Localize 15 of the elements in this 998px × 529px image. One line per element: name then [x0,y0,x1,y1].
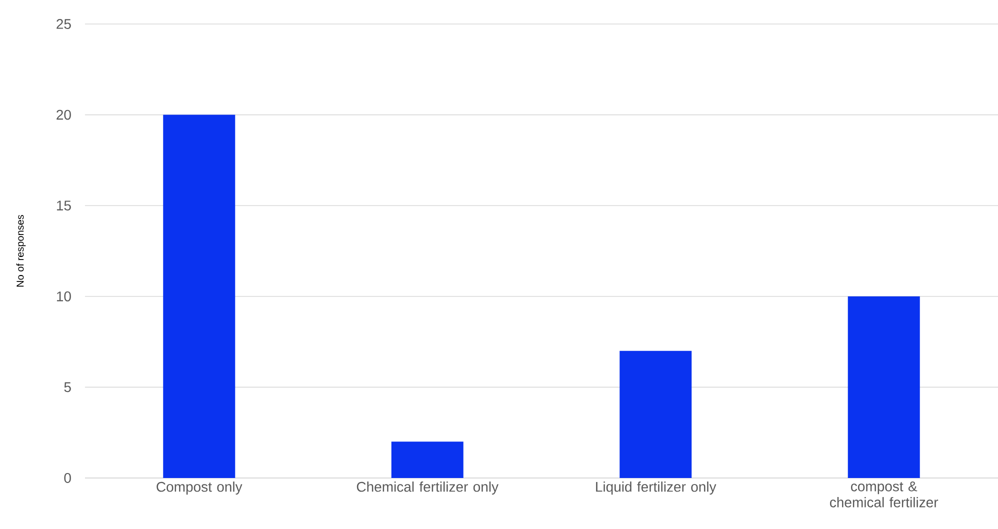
x-tick-label: compost & chemical fertilizer [830,482,938,508]
x-tick-label: Liquid fertilizer only [596,482,716,495]
y-tick-label: 20 [56,110,71,120]
y-tick-label: 0 [64,473,71,483]
bar [391,442,464,478]
y-tick-label: 10 [56,291,71,302]
bar [620,350,692,478]
y-tick-label: 15 [56,200,71,210]
x-tick-label: Compost only [156,482,242,495]
bar [163,114,236,478]
y-axis-title: No of responses [16,214,26,287]
y-tick-label: 25 [56,19,71,29]
bar [848,296,920,478]
y-tick-label: 5 [64,382,71,392]
x-tick-label: Chemical fertilizer only [356,482,499,495]
